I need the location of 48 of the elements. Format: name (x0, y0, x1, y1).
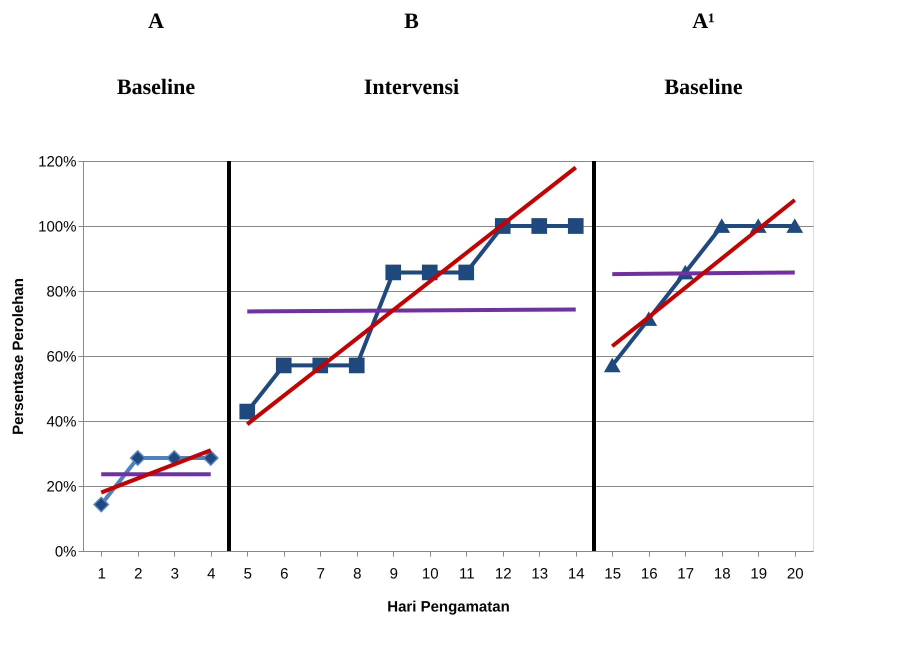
point (276, 358, 292, 374)
point (130, 450, 146, 466)
x-tick-label: 13 (531, 566, 548, 582)
point (348, 358, 365, 374)
point (786, 219, 803, 233)
x-tick-label: 16 (640, 566, 658, 582)
point (568, 218, 584, 234)
point (604, 358, 620, 372)
text: Intervensi (364, 74, 460, 99)
x-tick-label: 3 (170, 566, 179, 582)
text: A (148, 8, 164, 33)
text: A¹ (692, 8, 715, 33)
y-tick-label: 80% (46, 284, 76, 300)
point (202, 450, 219, 466)
y-tick-label: 100% (38, 218, 76, 236)
text: Baseline (116, 74, 196, 99)
x-tick-label: 11 (458, 566, 475, 582)
x-tick-label: 4 (207, 566, 216, 582)
x-tick-label: 8 (353, 566, 362, 582)
y-tick-label: 120% (38, 154, 76, 170)
y-axis-title: Persentase Perolehan (10, 278, 28, 435)
text: Baseline (664, 74, 743, 99)
x-tick-label: 1 (98, 566, 106, 582)
point (93, 496, 110, 512)
x-tick-label: 5 (244, 566, 252, 582)
text: B (404, 8, 420, 33)
x-tick-label: 6 (280, 566, 288, 582)
x-tick-label: 10 (422, 566, 439, 582)
x-tick-label: 12 (494, 566, 512, 582)
y-tick-label: 20% (46, 478, 76, 496)
x-tick-label: 19 (750, 566, 768, 582)
y-tick-label: 60% (46, 348, 76, 366)
point (239, 404, 256, 420)
x-tick-label: 7 (316, 566, 325, 582)
point (385, 264, 402, 280)
x-tick-label: 14 (568, 566, 585, 582)
point (531, 218, 548, 234)
x-tick-label: 17 (677, 566, 694, 582)
point (714, 219, 730, 233)
y-tick-label: 40% (46, 414, 76, 430)
x-tick-label: 18 (714, 566, 731, 582)
x-tick-label: 20 (786, 566, 804, 582)
x-tick-label: 15 (604, 566, 622, 582)
x-tick-label: 9 (390, 566, 398, 582)
x-axis-title: Hari Pengamatan (387, 598, 510, 616)
point (458, 264, 474, 280)
x-tick-label: 2 (134, 566, 142, 582)
y-tick-label: 0% (54, 544, 76, 560)
